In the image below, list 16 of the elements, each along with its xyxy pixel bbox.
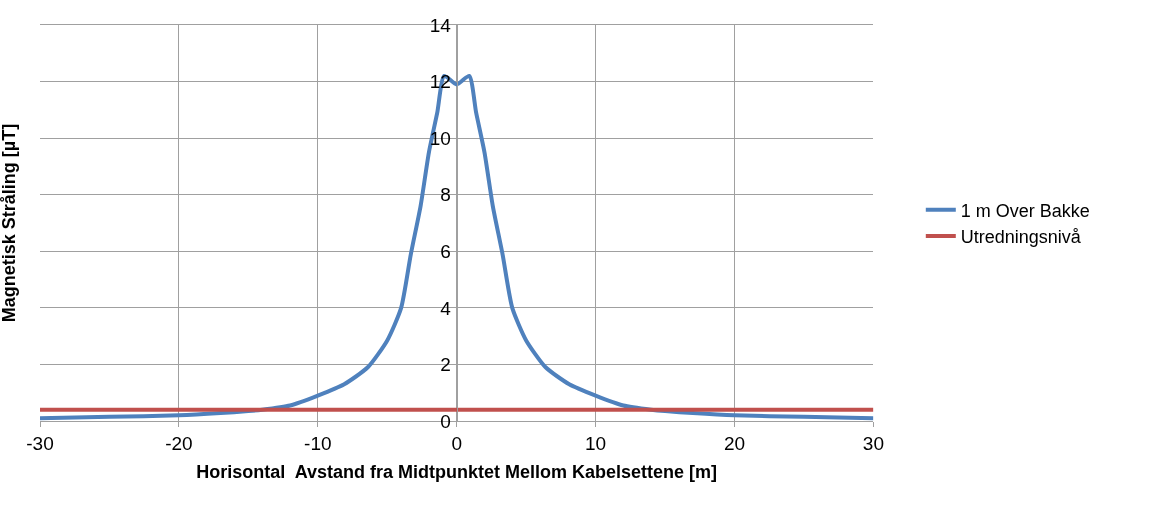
y-axis-title: Magnetisk Stråling [µT]	[0, 123, 20, 323]
y-tick-label: 14	[429, 14, 452, 36]
y-tick-label: 0	[440, 410, 451, 432]
x-tick-label: 20	[723, 432, 746, 454]
y-tick-label: 2	[440, 354, 451, 376]
legend-label: 1 m Over Bakke	[960, 200, 1090, 221]
y-tick-label: 4	[440, 297, 452, 319]
legend-label: Utredningsnivå	[960, 227, 1082, 248]
x-tick-label: -10	[304, 432, 332, 454]
x-tick-label: 30	[862, 432, 884, 454]
x-axis-title: Horisontal Avstand fra Midtpunktet Mellom Kabelsettene [m]	[196, 461, 718, 482]
x-tick-label: -20	[165, 432, 193, 454]
x-tick-label: 10	[585, 432, 607, 454]
y-tick-label: 8	[440, 184, 451, 206]
y-tick-label: 6	[440, 240, 451, 262]
x-tick-label: -30	[26, 432, 54, 454]
